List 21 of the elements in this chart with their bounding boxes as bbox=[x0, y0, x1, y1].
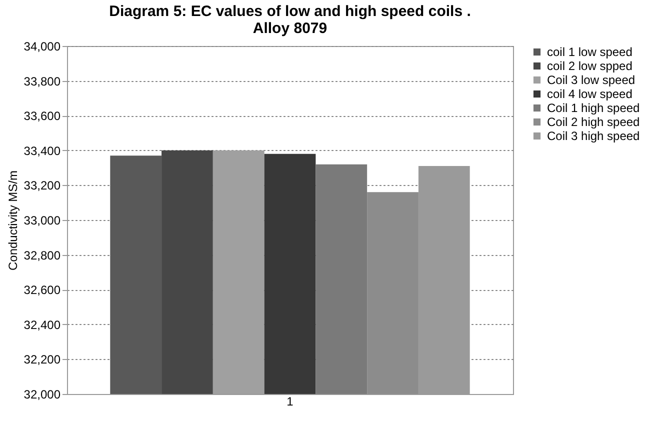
legend-label: Coil 2 high speed bbox=[547, 115, 640, 129]
y-axis-title: Conductivity MS/m bbox=[6, 170, 20, 271]
legend-label: Coil 3 high speed bbox=[547, 129, 640, 143]
y-tick-label: 32,400 bbox=[24, 318, 61, 332]
legend-label: Coil 1 high speed bbox=[547, 101, 640, 115]
legend-label: Coil 3 low speed bbox=[547, 73, 636, 87]
y-tick-label: 33,800 bbox=[24, 74, 61, 88]
y-tick-label: 33,600 bbox=[24, 109, 61, 124]
legend-label: coil 2 low spped bbox=[547, 59, 632, 73]
y-tick-label: 32,600 bbox=[24, 283, 61, 298]
y-tick-label: 33,400 bbox=[24, 144, 61, 158]
y-tick-label: 32,000 bbox=[24, 388, 61, 402]
y-tick-label: 32,200 bbox=[24, 352, 61, 367]
y-tick-label: 34,000 bbox=[24, 40, 61, 54]
x-tick-label: 1 bbox=[286, 394, 294, 408]
legend-label: coil 4 low speed bbox=[547, 87, 632, 101]
y-tick-label: 33,200 bbox=[24, 178, 61, 193]
y-tick-label: 32,800 bbox=[24, 248, 61, 262]
legend-label: coil 1 low speed bbox=[547, 45, 632, 59]
chart-title: Diagram 5: EC values of low and high speed coils . Alloy 8079 bbox=[109, 3, 471, 37]
y-tick-label: 33,000 bbox=[24, 214, 61, 228]
